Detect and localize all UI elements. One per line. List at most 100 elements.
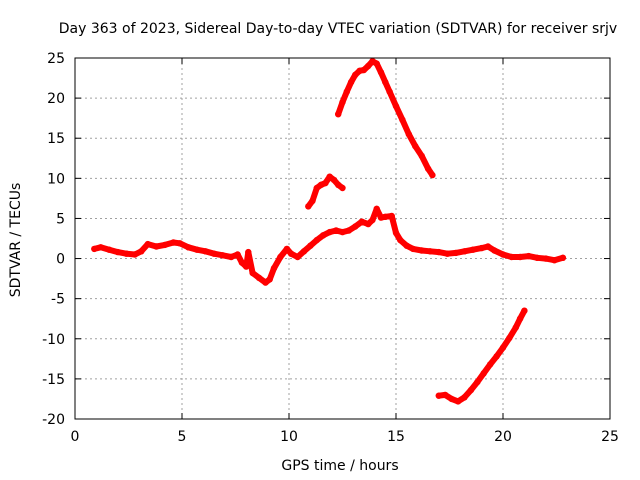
plot-frame bbox=[74, 57, 611, 420]
data-point bbox=[382, 213, 389, 220]
data-point bbox=[266, 276, 273, 283]
data-point bbox=[307, 242, 314, 249]
x-tick-label: 0 bbox=[71, 429, 80, 445]
data-point bbox=[339, 228, 346, 236]
data-point bbox=[499, 251, 507, 258]
data-point bbox=[512, 324, 519, 331]
data-point bbox=[418, 152, 425, 160]
data-point bbox=[358, 218, 365, 225]
data-point bbox=[245, 248, 252, 256]
y-tick-label: 20 bbox=[47, 91, 65, 107]
data-point bbox=[97, 244, 104, 251]
data-point bbox=[339, 98, 346, 106]
data-point bbox=[452, 249, 460, 257]
data-series bbox=[91, 58, 567, 405]
data-point bbox=[202, 248, 209, 255]
data-point bbox=[360, 66, 368, 74]
data-point bbox=[326, 228, 333, 236]
data-point bbox=[392, 229, 400, 237]
x-tick-label: 25 bbox=[601, 429, 619, 445]
data-point bbox=[365, 220, 372, 228]
data-point bbox=[427, 248, 434, 255]
data-point bbox=[106, 246, 113, 253]
data-point bbox=[352, 223, 359, 230]
data-point bbox=[170, 239, 177, 246]
data-point bbox=[347, 78, 355, 86]
data-point bbox=[255, 274, 263, 281]
data-point bbox=[123, 250, 130, 257]
data-point bbox=[373, 60, 380, 67]
chart-title: Day 363 of 2023, Sidereal Day-to-day VTE… bbox=[59, 21, 617, 37]
data-point bbox=[320, 232, 327, 239]
data-point bbox=[300, 248, 308, 255]
data-point bbox=[185, 244, 192, 251]
data-point bbox=[388, 212, 395, 220]
x-axis-label: GPS time / hours bbox=[281, 458, 398, 474]
data-point bbox=[210, 250, 218, 257]
data-point bbox=[525, 252, 532, 260]
series-lower-arc bbox=[435, 307, 528, 405]
data-point bbox=[369, 216, 376, 224]
y-tick-label: 25 bbox=[47, 51, 65, 67]
data-point bbox=[551, 257, 558, 264]
data-point bbox=[484, 243, 492, 250]
data-point bbox=[193, 246, 201, 253]
data-point bbox=[309, 197, 316, 204]
data-point bbox=[442, 391, 449, 399]
data-point bbox=[352, 71, 359, 79]
data-point bbox=[409, 245, 417, 253]
y-tick-label: -10 bbox=[42, 332, 65, 348]
data-point bbox=[373, 205, 380, 212]
data-point bbox=[429, 171, 436, 179]
y-tick-label: -5 bbox=[51, 292, 65, 308]
data-point bbox=[467, 386, 475, 394]
data-point bbox=[339, 184, 346, 192]
data-point bbox=[487, 361, 494, 368]
data-point bbox=[480, 370, 487, 377]
y-tick-label: 10 bbox=[47, 171, 65, 187]
data-point bbox=[469, 246, 477, 253]
data-point bbox=[343, 88, 350, 95]
y-tick-label: -15 bbox=[42, 372, 65, 388]
data-point bbox=[322, 179, 329, 187]
data-point bbox=[506, 334, 513, 342]
data-point bbox=[424, 165, 432, 172]
data-point bbox=[499, 344, 507, 351]
data-point bbox=[516, 253, 524, 261]
data-point bbox=[399, 116, 406, 124]
grid bbox=[75, 58, 610, 419]
data-point bbox=[386, 88, 393, 95]
y-axis-label: SDTVAR / TECUs bbox=[8, 183, 24, 298]
data-point bbox=[277, 253, 284, 261]
y-tick-label: 5 bbox=[56, 211, 65, 227]
data-point bbox=[249, 269, 256, 277]
data-point bbox=[243, 263, 250, 270]
data-point bbox=[114, 248, 122, 256]
data-point bbox=[435, 392, 442, 399]
data-point bbox=[330, 176, 338, 184]
data-point bbox=[228, 253, 235, 261]
data-point bbox=[412, 143, 419, 150]
x-tick-label: 5 bbox=[178, 429, 187, 445]
data-point bbox=[294, 253, 301, 261]
y-tick-label: 15 bbox=[47, 131, 65, 147]
x-tick-label: 15 bbox=[387, 429, 405, 445]
data-point bbox=[335, 111, 342, 118]
data-point bbox=[454, 398, 462, 405]
data-point bbox=[461, 394, 468, 401]
data-point bbox=[493, 353, 500, 360]
data-point bbox=[435, 248, 442, 256]
data-point bbox=[287, 250, 295, 257]
data-point bbox=[365, 62, 372, 70]
data-point bbox=[305, 203, 312, 210]
data-point bbox=[478, 244, 485, 252]
data-point bbox=[516, 315, 524, 322]
x-tick-label: 20 bbox=[494, 429, 512, 445]
data-point bbox=[461, 248, 468, 255]
x-tick-label: 10 bbox=[280, 429, 298, 445]
data-point bbox=[508, 253, 515, 261]
data-point bbox=[332, 227, 340, 234]
data-point bbox=[153, 243, 160, 250]
data-point bbox=[382, 78, 389, 86]
